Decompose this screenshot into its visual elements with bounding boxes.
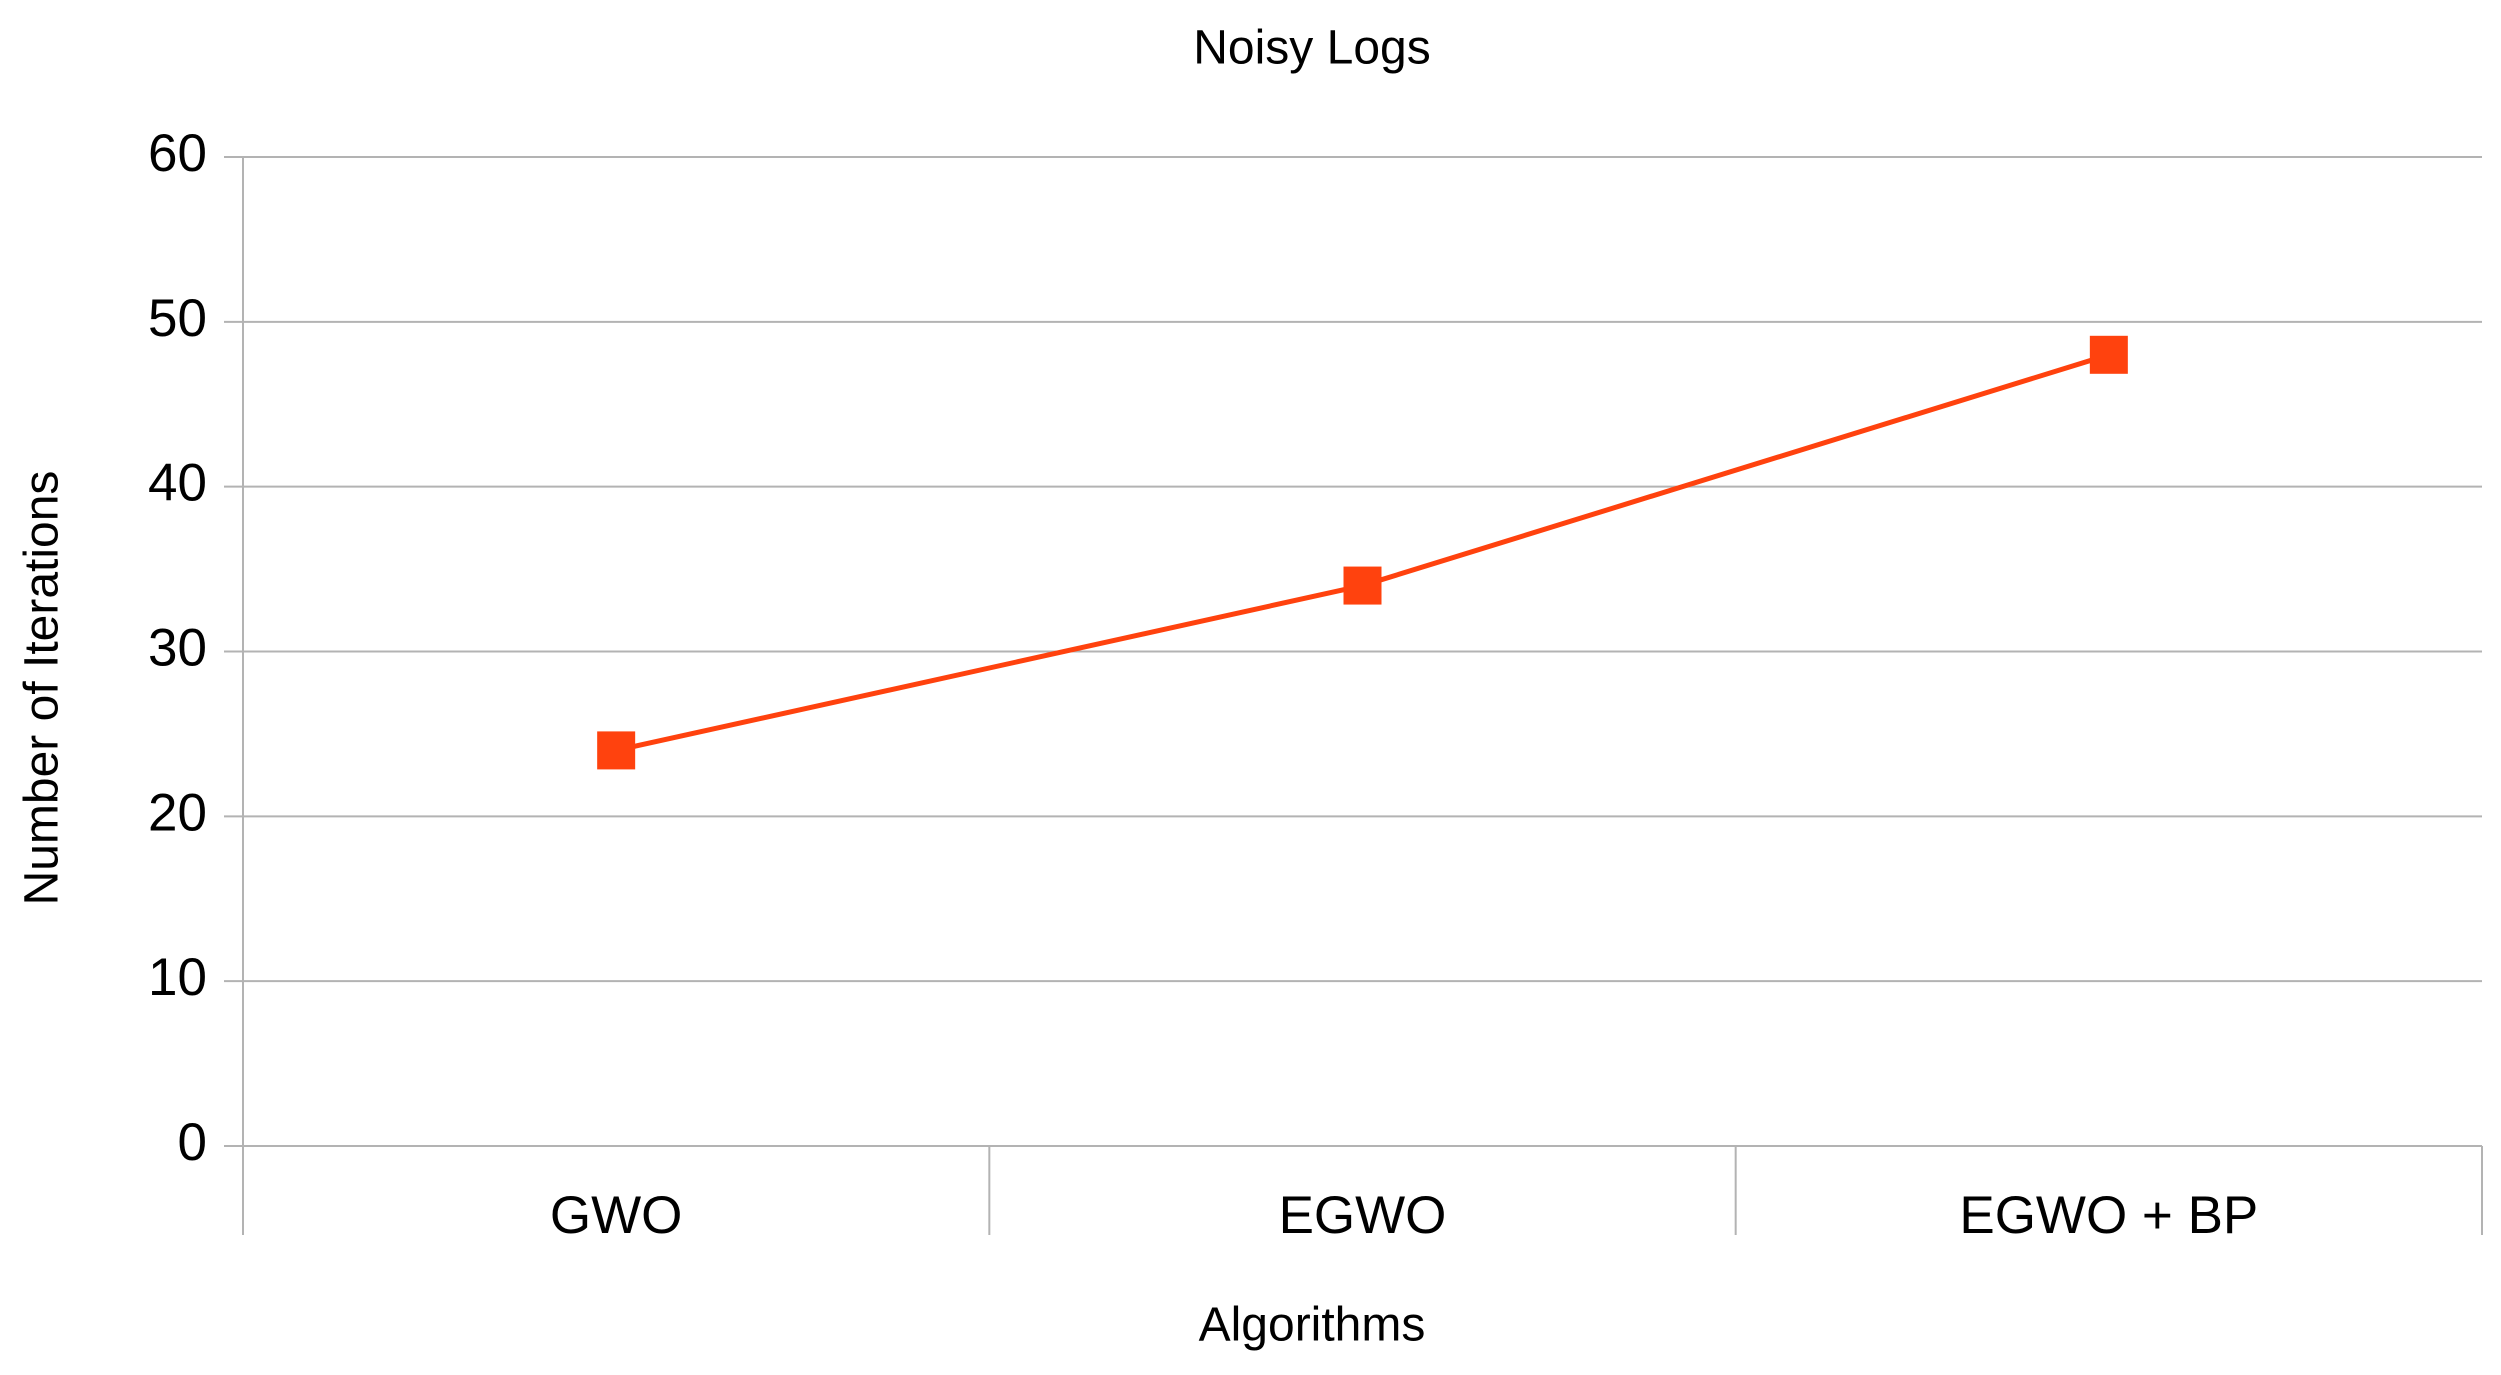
y-tick-label: 20 <box>148 783 207 842</box>
y-tick-label: 10 <box>148 948 207 1007</box>
y-axis-label: Number of Iterations <box>16 471 69 906</box>
x-tick-label: EGWO + BP <box>1959 1186 2258 1245</box>
x-tick-label: EGWO <box>1279 1186 1447 1245</box>
y-tick-label: 60 <box>148 124 207 183</box>
data-marker <box>2089 335 2128 374</box>
y-tick-label: 40 <box>148 454 207 513</box>
chart-title: Noisy Logs <box>1193 22 1430 75</box>
x-tick-label: GWO <box>550 1186 682 1245</box>
data-marker <box>597 731 636 770</box>
y-tick-label: 30 <box>148 619 207 678</box>
y-tick-label: 0 <box>178 1113 207 1172</box>
series-line <box>615 352 2110 753</box>
data-marker <box>1343 566 1382 605</box>
y-tick-label: 50 <box>148 289 207 348</box>
x-axis-label: Algorithms <box>1199 1299 1426 1352</box>
